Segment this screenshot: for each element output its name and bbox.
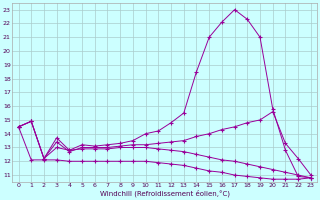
X-axis label: Windchill (Refroidissement éolien,°C): Windchill (Refroidissement éolien,°C) — [100, 190, 230, 197]
